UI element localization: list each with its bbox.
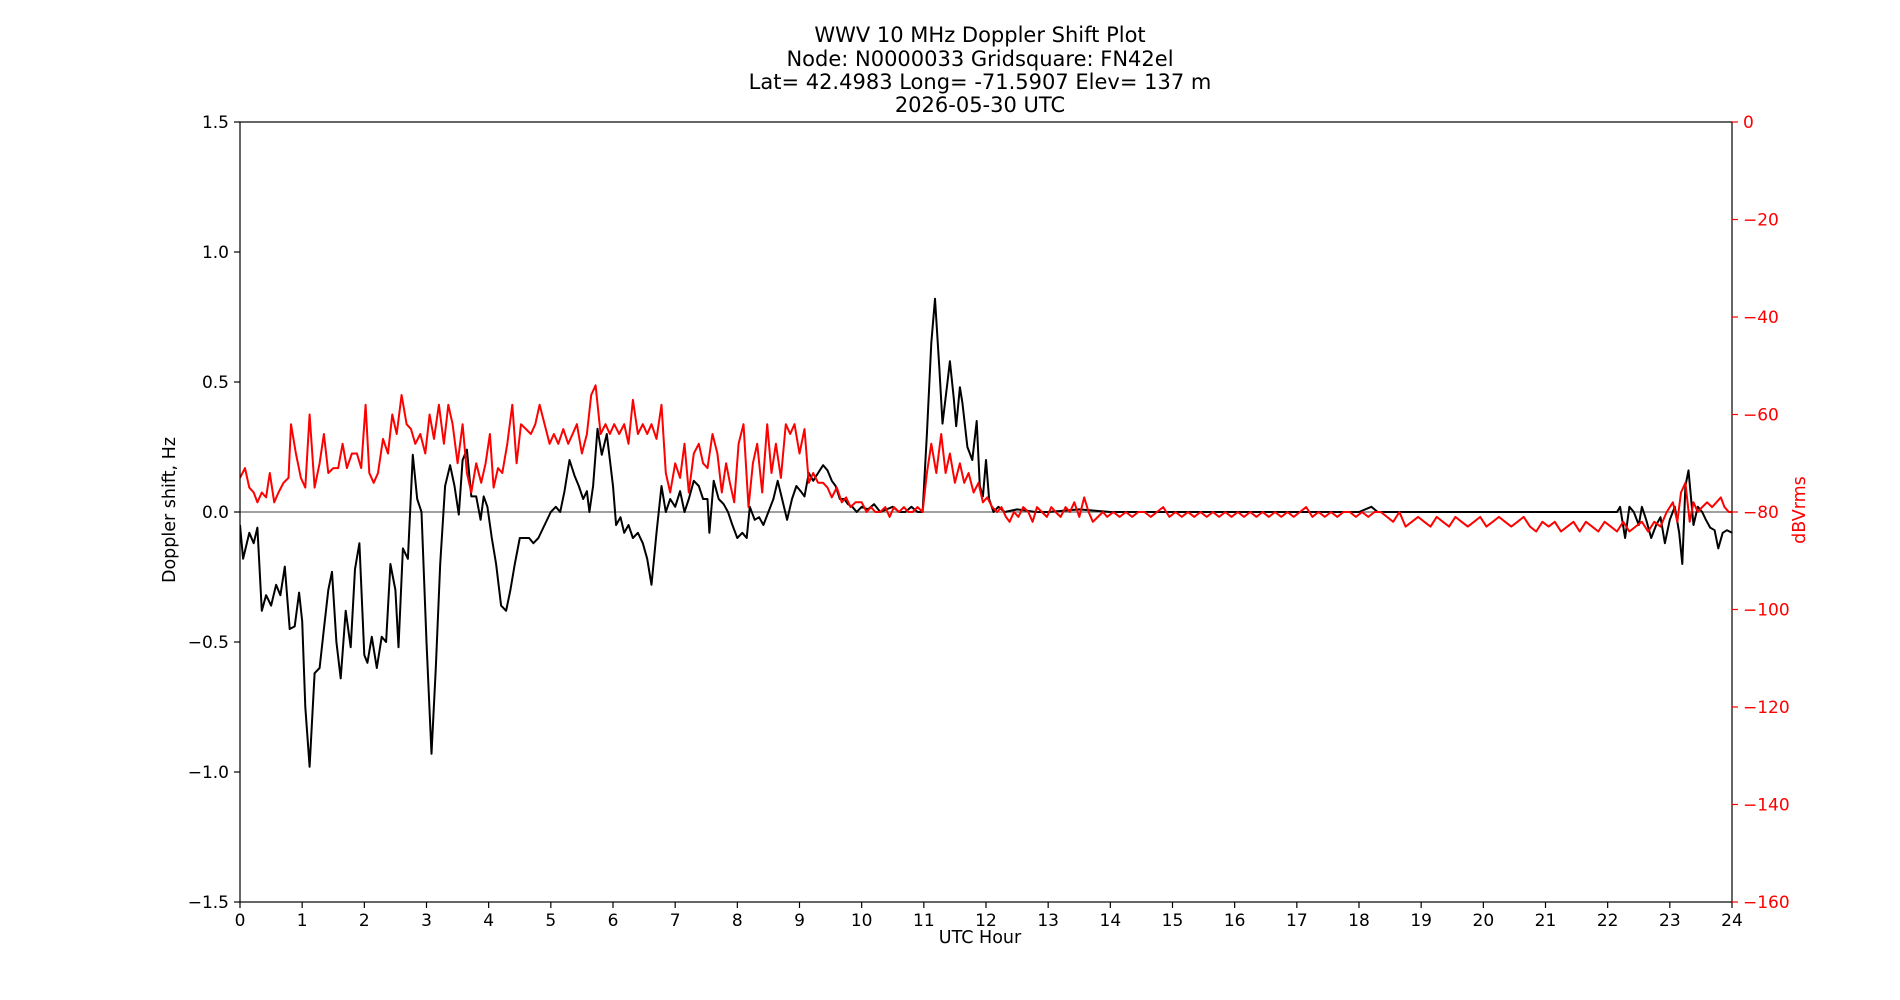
y2-tick-label: −120 — [1743, 698, 1790, 718]
x-tick-label: 5 — [545, 911, 556, 931]
y2-tick-label: −20 — [1743, 211, 1779, 231]
y-tick-label: −1.0 — [188, 763, 229, 783]
x-tick-label: 8 — [732, 911, 743, 931]
x-tick-label: 13 — [1037, 911, 1059, 931]
x-tick-label: 16 — [1224, 911, 1246, 931]
x-tick-label: 12 — [975, 911, 997, 931]
title-line-4: 2026-05-30 UTC — [895, 93, 1065, 117]
x-tick-label: 1 — [297, 911, 308, 931]
y2-tick-label: 0 — [1743, 113, 1754, 133]
x-tick-label: 7 — [670, 911, 681, 931]
x-axis-label: UTC Hour — [939, 928, 1022, 948]
x-tick-label: 18 — [1348, 911, 1370, 931]
y2-axis-label: dBVrms — [1790, 476, 1810, 544]
chart-title: WWV 10 MHz Doppler Shift Plot Node: N000… — [749, 23, 1212, 117]
plot-area — [240, 297, 1732, 768]
x-tick-label: 20 — [1473, 911, 1495, 931]
axes: 0 1 2 3 4 5 6 7 8 9 10 11 12 13 14 15 16 17 18 19 20 21 22 23 24… — [188, 113, 1790, 931]
y2-tick-label: −60 — [1743, 406, 1779, 426]
x-tick-label: 3 — [421, 911, 432, 931]
title-line-1: WWV 10 MHz Doppler Shift Plot — [814, 23, 1145, 47]
x-tick-label: 22 — [1597, 911, 1619, 931]
x-tick-label: 4 — [483, 911, 494, 931]
x-tick-label: 21 — [1535, 911, 1557, 931]
x-tick-label: 9 — [794, 911, 805, 931]
x-tick-label: 17 — [1286, 911, 1308, 931]
doppler-shift-line — [240, 297, 1732, 768]
title-line-3: Lat= 42.4983 Long= -71.5907 Elev= 137 m — [749, 70, 1212, 94]
x-tick-label: 6 — [608, 911, 619, 931]
signal-power-line — [240, 384, 1732, 533]
x-tick-label: 14 — [1100, 911, 1122, 931]
y2-tick-label: −160 — [1743, 893, 1790, 913]
y2-tick-label: −80 — [1743, 503, 1779, 523]
y-tick-label: 1.5 — [202, 113, 229, 133]
y-tick-label: 1.0 — [202, 243, 229, 263]
y2-tick-label: −100 — [1743, 601, 1790, 621]
y-tick-label: −1.5 — [188, 893, 229, 913]
x-tick-label: 2 — [359, 911, 370, 931]
x-tick-label: 23 — [1659, 911, 1681, 931]
x-tick-label: 24 — [1721, 911, 1743, 931]
y2-tick-label: −140 — [1743, 796, 1790, 816]
y-axis-label: Doppler shift, Hz — [160, 437, 180, 583]
y-tick-label: −0.5 — [188, 633, 229, 653]
x-tick-label: 10 — [851, 911, 873, 931]
y-tick-label: 0.5 — [202, 373, 229, 393]
x-tick-label: 15 — [1162, 911, 1184, 931]
x-tick-label: 0 — [235, 911, 246, 931]
x-tick-label: 11 — [913, 911, 935, 931]
y-tick-label: 0.0 — [202, 503, 229, 523]
y2-tick-label: −40 — [1743, 308, 1779, 328]
x-tick-label: 19 — [1410, 911, 1432, 931]
title-line-2: Node: N0000033 Gridsquare: FN42el — [786, 47, 1173, 71]
